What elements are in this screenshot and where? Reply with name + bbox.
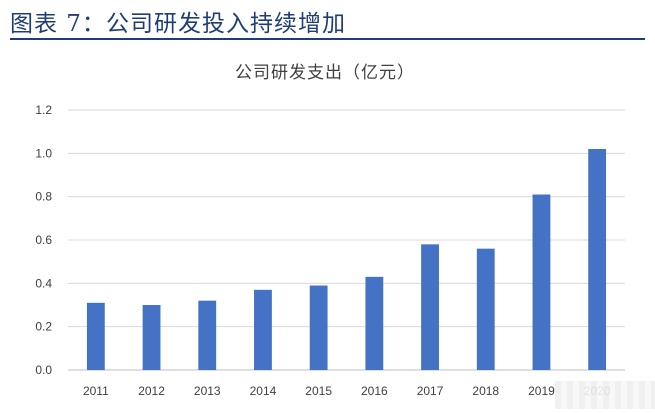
- x-tick-label: 2019: [528, 384, 555, 398]
- gridlines: [68, 109, 625, 371]
- watermark-smudge: [555, 381, 655, 409]
- x-tick-label: 2017: [417, 384, 444, 398]
- bar: [421, 244, 439, 370]
- x-tick-label: 2015: [305, 384, 332, 398]
- bar: [254, 289, 272, 370]
- bar: [476, 248, 495, 370]
- x-tick-label: 2011: [83, 384, 109, 398]
- x-axis-ticks: 2011201220132014201520162017201820192020: [83, 384, 611, 398]
- figure-caption: 图表 7：公司研发投入持续增加: [10, 11, 346, 37]
- bar: [86, 302, 105, 370]
- y-tick-label: 1.0: [35, 146, 52, 160]
- x-tick-label: 2018: [472, 384, 499, 398]
- x-tick-label: 2013: [194, 384, 221, 398]
- x-tick-label: 2016: [361, 384, 388, 398]
- bar: [365, 276, 384, 370]
- caption-divider: [10, 38, 645, 40]
- y-tick-label: 0.4: [35, 276, 52, 290]
- bars: [86, 149, 607, 370]
- bar-chart: 公司研发支出（亿元） 0.0 0.2 0.4 0.6 0.8 1.0 1.2 2011 201…: [35, 63, 625, 398]
- y-axis-ticks: 0.0 0.2 0.4 0.6 0.8 1.0 1.2: [35, 103, 52, 377]
- bar: [532, 194, 551, 370]
- x-tick-label: 2014: [250, 384, 277, 398]
- bar: [588, 149, 607, 370]
- x-tick-label: 2012: [138, 384, 165, 398]
- chart-container: 公司研发支出（亿元） 0.0 0.2 0.4 0.6 0.8 1.0 1.2 2011 201…: [0, 44, 655, 409]
- bar: [309, 285, 328, 370]
- y-tick-label: 0.0: [35, 363, 52, 377]
- bar: [198, 300, 217, 370]
- y-tick-label: 0.2: [35, 320, 52, 334]
- y-tick-label: 0.8: [35, 190, 52, 204]
- y-tick-label: 0.6: [35, 233, 52, 247]
- bar: [142, 305, 161, 370]
- chart-title: 公司研发支出（亿元）: [235, 63, 415, 83]
- y-tick-label: 1.2: [35, 103, 52, 117]
